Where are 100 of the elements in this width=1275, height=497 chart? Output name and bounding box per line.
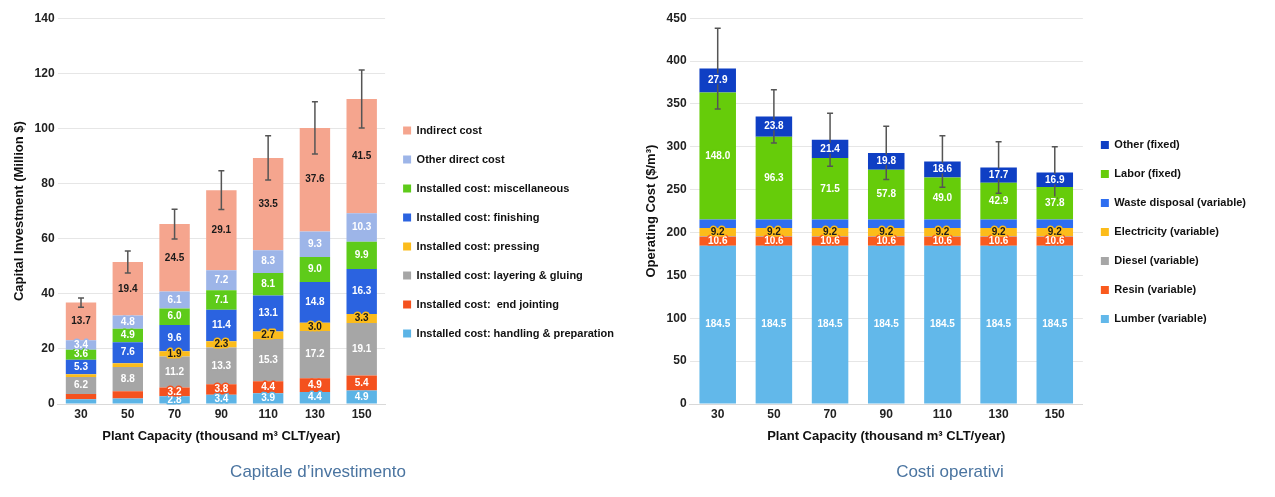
data-label: 19.8 — [876, 155, 897, 167]
bar — [699, 219, 736, 228]
data-label: 3.6 — [74, 348, 89, 360]
data-label: 7.1 — [214, 293, 229, 305]
data-label: 9.2 — [766, 225, 782, 237]
y-tick-label: 120 — [34, 65, 55, 80]
y-tick-label: 150 — [666, 267, 687, 282]
data-label: 3.8 — [214, 383, 229, 395]
data-label: 3.0 — [307, 320, 323, 332]
data-label: 33.5 — [258, 197, 279, 209]
data-label: 184.5 — [761, 318, 787, 330]
y-tick-label: 250 — [666, 181, 687, 196]
data-label: 9.9 — [354, 249, 370, 261]
x-tick-label: 30 — [711, 406, 725, 421]
bar — [699, 245, 736, 404]
data-label: 184.5 — [986, 318, 1012, 330]
data-label: 3.4 — [214, 392, 229, 404]
data-label: 7.2 — [214, 274, 229, 286]
bar — [867, 219, 905, 228]
data-label: 11.4 — [211, 319, 232, 331]
data-label: 9.0 — [307, 263, 323, 275]
x-axis-title: Plant Capacity (thousand m³ CLT/year) — [102, 427, 341, 443]
data-label: 4.9 — [120, 329, 136, 341]
data-label: 14.8 — [305, 296, 326, 308]
data-label: 1.9 — [167, 347, 182, 359]
y-axis-title: Capital Investment (Million $) — [11, 121, 27, 302]
legend-label: Waste disposal (variable) — [1114, 196, 1247, 209]
y-tick-label: 0 — [679, 396, 687, 411]
data-label: 17.2 — [305, 348, 326, 360]
data-label: 184.5 — [873, 318, 900, 330]
legend-label: Installed cost: miscellaneous — [416, 181, 570, 194]
data-label: 41.5 — [351, 149, 372, 161]
y-tick-label: 100 — [34, 120, 55, 135]
legend-label: Lumber (variable) — [1114, 312, 1207, 325]
x-axis-title: Plant Capacity (thousand m³ CLT/year) — [767, 427, 1006, 443]
y-tick-label: 140 — [34, 10, 55, 25]
data-label: 184.5 — [817, 318, 844, 330]
bar — [755, 219, 793, 228]
data-label: 19.4 — [118, 282, 138, 294]
bar — [980, 245, 1017, 404]
x-tick-label: 150 — [351, 406, 373, 421]
data-label: 37.6 — [305, 173, 326, 185]
data-label: 4.8 — [120, 315, 136, 327]
x-tick-label: 110 — [932, 406, 953, 421]
data-label: 9.2 — [991, 225, 1006, 237]
data-label: 49.0 — [932, 192, 953, 204]
x-tick-label: 30 — [74, 406, 89, 421]
data-label: 13.7 — [71, 315, 92, 327]
bar — [924, 245, 961, 404]
legend-label: Installed cost: handling & preparation — [416, 326, 615, 339]
bar — [1036, 245, 1074, 404]
data-label: 6.1 — [167, 293, 182, 305]
bar — [65, 374, 97, 377]
data-label: 11.2 — [165, 365, 185, 377]
y-tick-label: 50 — [673, 353, 687, 368]
bar — [755, 245, 793, 404]
data-label: 4.4 — [307, 391, 323, 403]
data-label: 184.5 — [929, 318, 956, 330]
y-tick-label: 450 — [666, 10, 687, 25]
data-label: 16.3 — [351, 285, 372, 297]
data-label: 5.4 — [354, 376, 370, 388]
data-label: 10.6 — [876, 235, 897, 247]
data-label: 148.0 — [705, 149, 731, 161]
bar — [867, 245, 905, 404]
legend-label: Installed cost: layering & gluing — [416, 268, 583, 281]
legend-label: Electricity (variable) — [1114, 225, 1220, 238]
bar — [1036, 219, 1074, 228]
data-label: 184.5 — [705, 318, 731, 330]
legend-label: Other (fixed) — [1114, 138, 1181, 151]
data-label: 10.3 — [351, 221, 372, 233]
data-label: 13.1 — [258, 307, 279, 319]
y-tick-label: 400 — [666, 53, 687, 68]
bar — [112, 398, 143, 404]
y-tick-label: 200 — [666, 224, 687, 239]
data-label: 27.9 — [707, 74, 728, 86]
data-label: 10.6 — [1045, 235, 1065, 247]
data-label: 4.9 — [354, 390, 370, 402]
data-label: 10.6 — [988, 235, 1009, 247]
data-label: 3.4 — [74, 338, 89, 350]
data-label: 8.1 — [261, 278, 276, 290]
data-label: 96.3 — [764, 171, 785, 183]
data-label: 3.9 — [261, 392, 276, 404]
y-tick-label: 80 — [41, 175, 55, 190]
data-label: 6.2 — [74, 379, 89, 391]
data-label: 9.2 — [935, 225, 950, 237]
text: Capitale d’investimento — [229, 462, 407, 482]
data-label: 8.3 — [261, 255, 276, 267]
data-label: 9.2 — [879, 225, 894, 237]
legend-label: Labor (fixed) — [1114, 167, 1182, 180]
bar — [699, 92, 736, 220]
data-label: 184.5 — [1042, 318, 1068, 330]
data-label: 3.3 — [354, 312, 370, 324]
text: Costi operativi — [895, 462, 1005, 482]
data-label: 4.9 — [307, 378, 323, 390]
data-label: 17.7 — [988, 168, 1009, 180]
legend-label: Installed cost: finishing — [416, 210, 540, 223]
bar — [924, 219, 961, 228]
x-tick-label: 50 — [121, 406, 135, 421]
data-label: 24.5 — [164, 251, 185, 263]
x-tick-label: 90 — [214, 406, 229, 421]
